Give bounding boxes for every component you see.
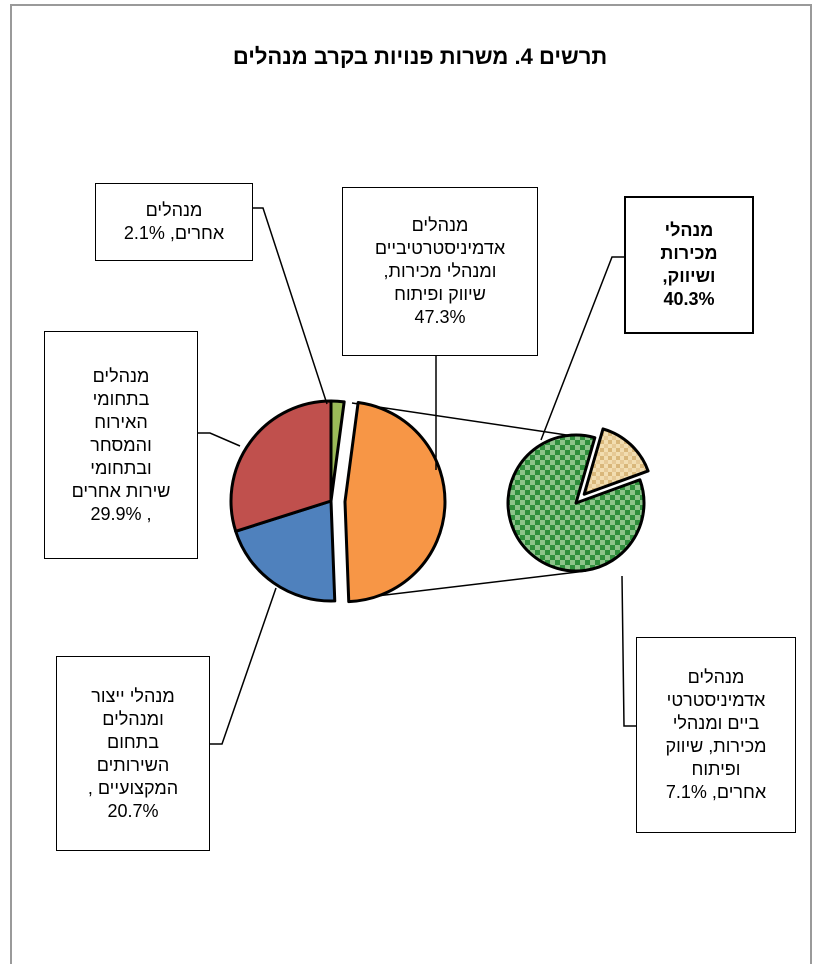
- leader-other-admin: [621, 575, 636, 727]
- chart-frame: [10, 4, 812, 964]
- chart-title: תרשים 4. משרות פנויות בקרב מנהלים: [232, 44, 608, 69]
- label-sales-marketing-managers: מנהלי מכירות ושיווק, 40.3%: [624, 196, 754, 334]
- leader-production: [210, 587, 277, 745]
- label-hospitality-managers: מנהלים בתחומי האירוח והמסחר ובתחומי שירו…: [44, 331, 198, 559]
- secondary-pie: [506, 427, 650, 573]
- label-admin-sales-managers: מנהלים אדמיניסטרטיביים ומנהלי מכירות, שי…: [342, 187, 538, 356]
- connector-lines: [351, 402, 587, 600]
- main-pie: [229, 399, 447, 604]
- connector-top: [351, 402, 581, 438]
- secondary-pie-slice-1: [582, 427, 650, 496]
- main-pie-slice-0: [329, 399, 346, 503]
- main-pie-slice-2: [234, 499, 337, 603]
- main-pie-slice-3: [229, 399, 333, 533]
- connector-bottom: [351, 570, 587, 600]
- main-pie-slice-1: [343, 401, 447, 604]
- label-other-admin-managers: מנהלים אדמיניסטרטי ביים ומנהלי מכירות, ש…: [636, 637, 796, 833]
- leader-sales-marketing: [540, 256, 624, 441]
- secondary-pie-slice-0: [506, 433, 646, 573]
- leader-other-managers: [253, 207, 328, 405]
- leader-hospitality: [198, 432, 241, 447]
- leader-lines: [198, 207, 636, 745]
- label-other-managers: מנהלים אחרים, 2.1%: [95, 183, 253, 261]
- label-production-managers: מנהלי ייצור ומנהלים בתחום השירותים המקצו…: [56, 656, 210, 851]
